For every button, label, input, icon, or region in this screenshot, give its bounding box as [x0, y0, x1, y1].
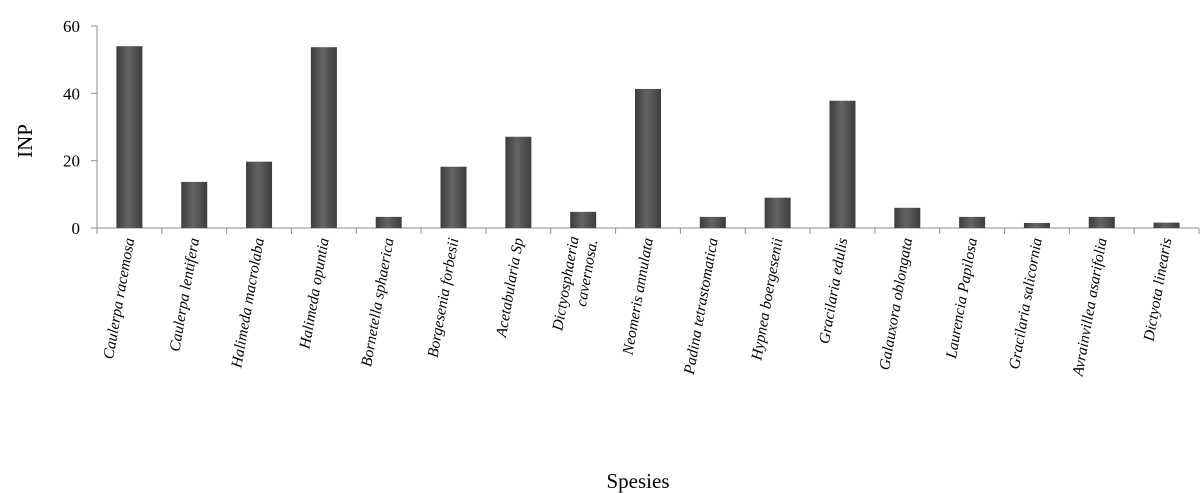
category-label-line: Laurencia Papilosa	[943, 236, 981, 360]
x-axis-title: Spesies	[607, 469, 670, 493]
bar	[375, 216, 402, 228]
bar	[959, 216, 986, 228]
bar	[246, 161, 273, 228]
bar	[764, 197, 791, 228]
bar	[1153, 222, 1180, 228]
bar	[699, 216, 726, 228]
category-label-line: Halimeda macrolaba	[228, 236, 268, 370]
bar	[1023, 222, 1050, 228]
category-label-line: Borgesenia forbesii	[425, 237, 463, 359]
bar	[181, 181, 208, 228]
category-label-line: Neomeris annulata	[619, 236, 657, 357]
category-label: Neomeris annulata	[619, 236, 657, 357]
category-labels: Caulerpa racemosa Caulerpa lentifera Halim…	[100, 235, 1175, 379]
x-axis	[96, 227, 1200, 234]
bar	[440, 166, 467, 228]
bar	[1088, 216, 1115, 228]
category-label: Padina tetrastomatica	[681, 236, 722, 376]
category-label: Avrainvillea asarifolia	[1069, 236, 1110, 378]
category-label: Borgesenia forbesii	[425, 237, 463, 359]
category-label: Hypnea boergesenii	[748, 237, 786, 363]
y-tick-label: 60	[63, 17, 80, 36]
bars	[116, 46, 1180, 229]
category-label-line: Caulerpa racemosa	[100, 236, 138, 360]
category-label: Halimeda macrolaba	[228, 236, 268, 370]
category-label: Laurencia Papilosa	[943, 236, 981, 360]
y-tick-label: 20	[63, 152, 80, 171]
category-label-line: Hypnea boergesenii	[748, 237, 786, 363]
category-label-line: Galauxora oblongata	[876, 236, 916, 371]
category-label: Caulerpa lentifera	[166, 236, 203, 352]
bar	[310, 47, 337, 229]
category-label-line: Padina tetrastomatica	[681, 236, 722, 376]
y-axis-title: INP	[13, 124, 37, 158]
y-axis: 0 20 40 60	[63, 17, 98, 238]
category-label-line: Halimeda opuntia	[296, 236, 332, 351]
category-label-line: Bornetella sphaerica	[358, 236, 397, 368]
bar	[829, 100, 856, 228]
category-label: Galauxora oblongata	[876, 236, 916, 371]
bar	[116, 46, 143, 229]
category-label: Gracilaria edulis	[816, 237, 851, 346]
category-label-line: Avrainvillea asarifolia	[1069, 236, 1110, 378]
category-label-line: Acetabularia Sp	[493, 236, 527, 339]
category-label-line: Gracilaria salicornia	[1006, 236, 1046, 370]
category-label: Dictyota linearis	[1140, 237, 1175, 344]
y-tick-label: 40	[63, 84, 80, 103]
bar	[894, 207, 921, 228]
y-tick-label: 0	[72, 219, 81, 238]
category-label-line: Caulerpa lentifera	[166, 236, 203, 352]
category-label-line: Gracilaria edulis	[816, 237, 851, 346]
category-label: Bornetella sphaerica	[358, 236, 397, 368]
category-label: Acetabularia Sp	[493, 236, 527, 339]
category-label: Caulerpa racemosa	[100, 236, 138, 360]
category-label: Halimeda opuntia	[296, 236, 332, 351]
bar	[570, 211, 597, 228]
bar	[505, 136, 532, 228]
category-label-line: Dictyota linearis	[1140, 237, 1175, 344]
bar	[635, 88, 661, 228]
category-label: Gracilaria salicornia	[1006, 236, 1046, 370]
